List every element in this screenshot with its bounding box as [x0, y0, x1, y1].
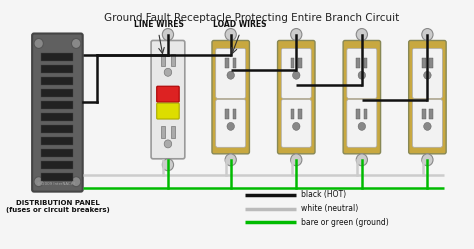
Bar — [422, 58, 426, 68]
Circle shape — [422, 29, 433, 41]
Circle shape — [72, 177, 81, 187]
Circle shape — [291, 154, 302, 166]
Bar — [429, 110, 433, 120]
Bar — [42, 89, 73, 97]
Circle shape — [227, 71, 235, 79]
Text: LINE WIRES: LINE WIRES — [134, 19, 183, 29]
Bar — [171, 126, 174, 138]
Bar — [42, 53, 73, 61]
Text: black (HOT): black (HOT) — [301, 190, 346, 199]
Bar — [225, 58, 229, 68]
FancyBboxPatch shape — [216, 48, 246, 98]
FancyBboxPatch shape — [212, 41, 249, 154]
Bar — [42, 77, 73, 85]
Bar — [42, 173, 73, 181]
Circle shape — [164, 140, 172, 148]
Bar — [233, 58, 237, 68]
FancyBboxPatch shape — [343, 41, 381, 154]
FancyBboxPatch shape — [281, 100, 311, 147]
Circle shape — [162, 29, 173, 41]
Bar — [42, 113, 73, 121]
FancyBboxPatch shape — [412, 48, 442, 98]
FancyBboxPatch shape — [412, 100, 442, 147]
FancyBboxPatch shape — [347, 48, 377, 98]
Bar — [225, 110, 229, 120]
Bar — [42, 65, 73, 73]
FancyBboxPatch shape — [216, 100, 246, 147]
FancyBboxPatch shape — [278, 41, 315, 154]
Circle shape — [358, 123, 365, 130]
Bar — [161, 54, 165, 66]
Text: DISTRIBUTION PANEL
(fuses or circuit breakers): DISTRIBUTION PANEL (fuses or circuit bre… — [6, 200, 109, 213]
Circle shape — [225, 154, 237, 166]
Bar — [364, 110, 367, 120]
Circle shape — [356, 154, 367, 166]
FancyBboxPatch shape — [151, 41, 185, 159]
Text: bare or green (ground): bare or green (ground) — [301, 218, 389, 227]
Circle shape — [358, 71, 365, 79]
Circle shape — [292, 123, 300, 130]
Bar — [161, 126, 165, 138]
Bar — [42, 125, 73, 133]
Bar — [233, 110, 237, 120]
Bar — [364, 58, 367, 68]
FancyBboxPatch shape — [32, 34, 82, 192]
Bar — [429, 58, 433, 68]
Text: Ground Fault Receptacle Protecting Entire Branch Circuit: Ground Fault Receptacle Protecting Entir… — [104, 13, 399, 23]
Bar — [42, 137, 73, 145]
Bar — [291, 110, 294, 120]
Circle shape — [34, 177, 43, 187]
Circle shape — [225, 29, 237, 41]
Bar — [171, 54, 174, 66]
Text: white (neutral): white (neutral) — [301, 204, 358, 213]
FancyBboxPatch shape — [281, 48, 311, 98]
Circle shape — [164, 68, 172, 76]
Circle shape — [292, 71, 300, 79]
Circle shape — [291, 29, 302, 41]
Bar — [298, 58, 302, 68]
FancyBboxPatch shape — [409, 41, 446, 154]
Bar — [42, 101, 73, 109]
FancyBboxPatch shape — [157, 103, 179, 119]
Circle shape — [424, 71, 431, 79]
Bar — [42, 149, 73, 157]
Text: LOAD WIRES: LOAD WIRES — [213, 19, 267, 29]
Circle shape — [422, 154, 433, 166]
Circle shape — [424, 123, 431, 130]
Circle shape — [356, 29, 367, 41]
Bar — [42, 161, 73, 169]
FancyBboxPatch shape — [347, 100, 377, 147]
Circle shape — [162, 159, 173, 171]
Bar — [298, 110, 302, 120]
Bar — [422, 110, 426, 120]
Bar — [356, 58, 360, 68]
Circle shape — [34, 39, 43, 48]
Circle shape — [227, 123, 235, 130]
Circle shape — [72, 39, 81, 48]
Text: © 2009 InterNACHI: © 2009 InterNACHI — [37, 182, 74, 186]
Bar — [291, 58, 294, 68]
Bar — [356, 110, 360, 120]
FancyBboxPatch shape — [157, 86, 179, 102]
